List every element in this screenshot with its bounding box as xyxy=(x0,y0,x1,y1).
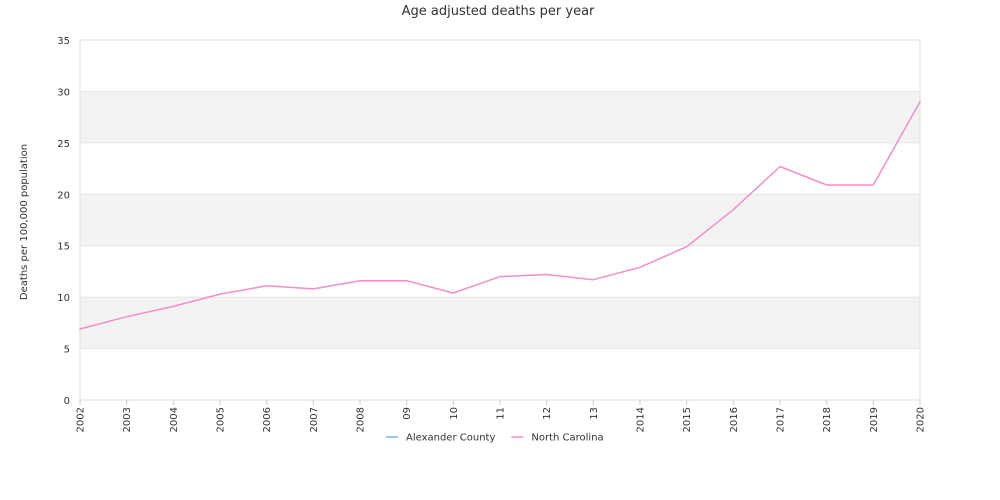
x-tick-label: 10 xyxy=(449,407,460,420)
x-tick-label: 12 xyxy=(542,407,553,420)
x-tick-label: 2003 xyxy=(122,407,133,432)
series-layer xyxy=(79,100,921,330)
legend-label: North Carolina xyxy=(531,433,603,444)
x-tick-label: 2008 xyxy=(356,407,367,432)
x-tick-label: 2019 xyxy=(869,407,880,432)
legend-item[interactable]: Alexander County xyxy=(386,433,495,444)
plot-band xyxy=(80,91,920,143)
x-tick-label: 2016 xyxy=(729,407,740,432)
y-tick-label: 20 xyxy=(57,190,70,201)
plot-band xyxy=(80,297,920,349)
y-tick-label: 5 xyxy=(64,345,70,356)
y-axis-label: Deaths per 100,000 population xyxy=(19,144,30,300)
y-axis-ticks: 0 5 10 15 20 25 30 35 xyxy=(57,36,70,407)
series-line[interactable] xyxy=(79,100,921,330)
x-tick-label: 2014 xyxy=(636,407,647,432)
x-tick-label: 11 xyxy=(496,407,507,420)
legend-label: Alexander County xyxy=(406,433,495,444)
x-tick-label: 2015 xyxy=(682,407,693,432)
plot-bands xyxy=(80,91,920,349)
x-tick-label: 13 xyxy=(589,407,600,420)
x-tick-label: 2020 xyxy=(916,407,927,432)
x-tick-label: 2005 xyxy=(216,407,227,432)
gridlines xyxy=(80,90,920,350)
chart-title: Age adjusted deaths per year xyxy=(402,4,595,19)
x-axis-ticks: 2002 2003 2004 2005 2006 2007 2008 09 10 11 12 13 20… xyxy=(76,400,927,432)
y-tick-label: 10 xyxy=(57,293,70,304)
x-tick-label: 2007 xyxy=(309,407,320,432)
x-tick-label: 2002 xyxy=(76,407,87,432)
legend-item[interactable]: North Carolina xyxy=(511,433,604,444)
y-tick-label: 30 xyxy=(57,87,70,98)
plot-band xyxy=(80,194,920,246)
y-tick-label: 25 xyxy=(57,139,70,150)
y-tick-label: 0 xyxy=(64,396,70,407)
x-tick-label: 2004 xyxy=(169,407,180,432)
y-tick-label: 15 xyxy=(57,242,70,253)
y-tick-label: 35 xyxy=(57,36,70,47)
legend[interactable]: Alexander County North Carolina xyxy=(386,433,604,444)
x-tick-label: 2006 xyxy=(262,407,273,432)
x-tick-label: 09 xyxy=(402,407,413,420)
x-tick-label: 2018 xyxy=(822,407,833,432)
x-tick-label: 2017 xyxy=(776,407,787,432)
